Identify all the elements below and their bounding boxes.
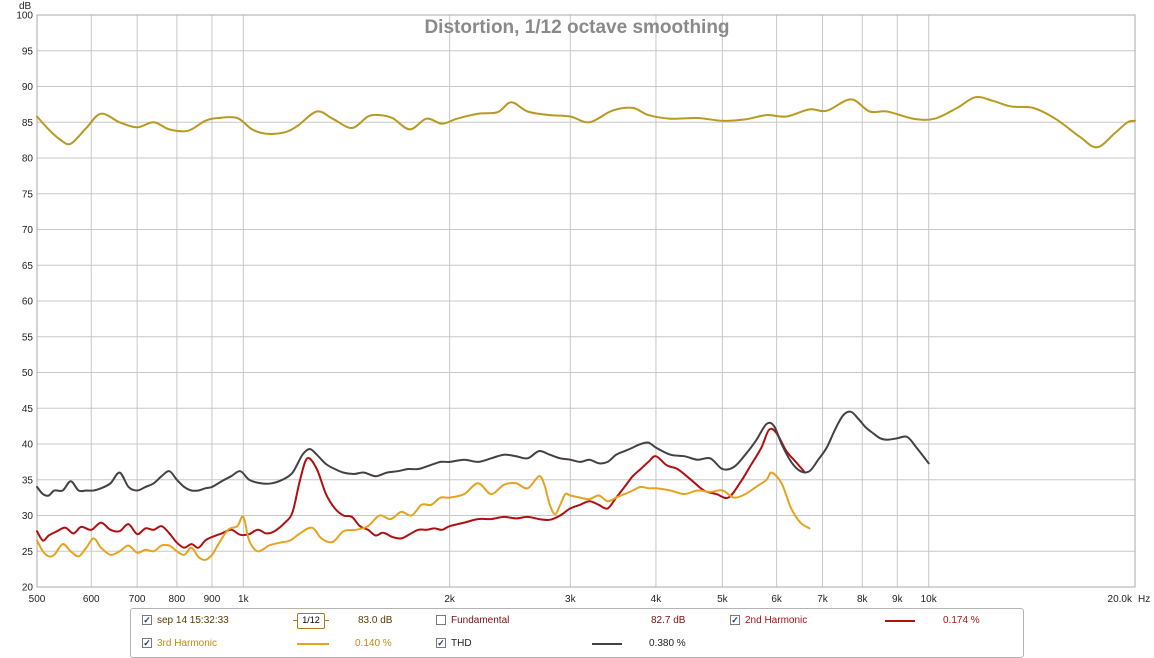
y-tick-label: 65 — [22, 261, 34, 272]
series-line-thd — [36, 410, 930, 497]
h3-level: 0.140 % — [355, 638, 392, 649]
x-tick-label: 10k — [921, 594, 938, 605]
y-unit-label: dB — [19, 1, 32, 12]
series-line-3rd-harmonic — [36, 471, 811, 561]
x-tick-label: 700 — [129, 594, 146, 605]
x-unit-label: Hz — [1138, 594, 1150, 605]
x-tick-label: 2k — [444, 594, 456, 605]
x-tick-label: 600 — [83, 594, 100, 605]
y-tick-label: 35 — [22, 475, 34, 486]
series-line-2nd-harmonic — [36, 427, 806, 549]
x-tick-label: 20.0k — [1108, 594, 1133, 605]
fundamental-level: 82.7 dB — [651, 615, 686, 626]
x-tick-label: 500 — [29, 594, 46, 605]
legend-panel: ✓ sep 14 15:32:33 1/12 83.0 dB Fundament… — [130, 608, 1024, 658]
h3-label: 3rd Harmonic — [157, 638, 218, 649]
smoothing-control[interactable]: 1/12 — [293, 613, 329, 629]
thd-checkbox[interactable]: ✓ — [436, 638, 446, 648]
y-tick-label: 85 — [22, 118, 34, 129]
x-tick-label: 6k — [771, 594, 783, 605]
y-tick-label: 45 — [22, 404, 34, 415]
h2-label: 2nd Harmonic — [745, 615, 808, 626]
x-tick-label: 8k — [857, 594, 869, 605]
thd-line-swatch — [592, 643, 622, 645]
y-tick-label: 40 — [22, 440, 34, 451]
fundamental-label: Fundamental — [451, 615, 510, 626]
y-tick-label: 60 — [22, 297, 34, 308]
measurement-level: 83.0 dB — [358, 615, 393, 626]
chart-title: Distortion, 1/12 octave smoothing — [424, 17, 729, 38]
y-tick-label: 25 — [22, 547, 34, 558]
thd-level: 0.380 % — [649, 638, 686, 649]
y-tick-label: 75 — [22, 189, 34, 200]
y-tick-label: 20 — [22, 583, 34, 594]
h2-checkbox[interactable]: ✓ — [730, 615, 740, 625]
y-tick-label: 100 — [16, 11, 33, 22]
x-tick-label: 9k — [892, 594, 904, 605]
y-tick-label: 50 — [22, 368, 34, 379]
y-tick-label: 30 — [22, 511, 34, 522]
h2-line-swatch — [885, 620, 915, 622]
y-tick-label: 90 — [22, 82, 34, 93]
y-tick-label: 70 — [22, 225, 34, 236]
series-lines — [36, 95, 1136, 561]
y-tick-label: 55 — [22, 332, 34, 343]
x-tick-label: 7k — [817, 594, 829, 605]
grid — [36, 14, 1136, 588]
measurement-checkbox[interactable]: ✓ — [142, 615, 152, 625]
x-tick-label: 1k — [238, 594, 250, 605]
fundamental-checkbox[interactable] — [436, 615, 446, 625]
h2-level: 0.174 % — [943, 615, 980, 626]
thd-label: THD — [451, 638, 472, 649]
h3-checkbox[interactable]: ✓ — [142, 638, 152, 648]
measurement-name: sep 14 15:32:33 — [157, 615, 229, 626]
x-tick-label: 900 — [204, 594, 221, 605]
x-tick-label: 4k — [651, 594, 663, 605]
y-tick-label: 80 — [22, 154, 34, 165]
x-tick-label: 5k — [717, 594, 729, 605]
h3-line-swatch — [297, 643, 329, 645]
distortion-chart: 20 25 30 35 40 45 50 55 60 65 70 75 80 85 90 95 100 500 60… — [16, 1, 1151, 606]
plot-frame — [36, 14, 1136, 588]
axes: 20 25 30 35 40 45 50 55 60 65 70 75 80 85 90 95 100 500 60… — [16, 11, 1133, 606]
x-tick-label: 3k — [565, 594, 577, 605]
series-line-fundamental — [36, 95, 1136, 149]
x-tick-label: 800 — [169, 594, 186, 605]
y-tick-label: 95 — [22, 46, 34, 57]
